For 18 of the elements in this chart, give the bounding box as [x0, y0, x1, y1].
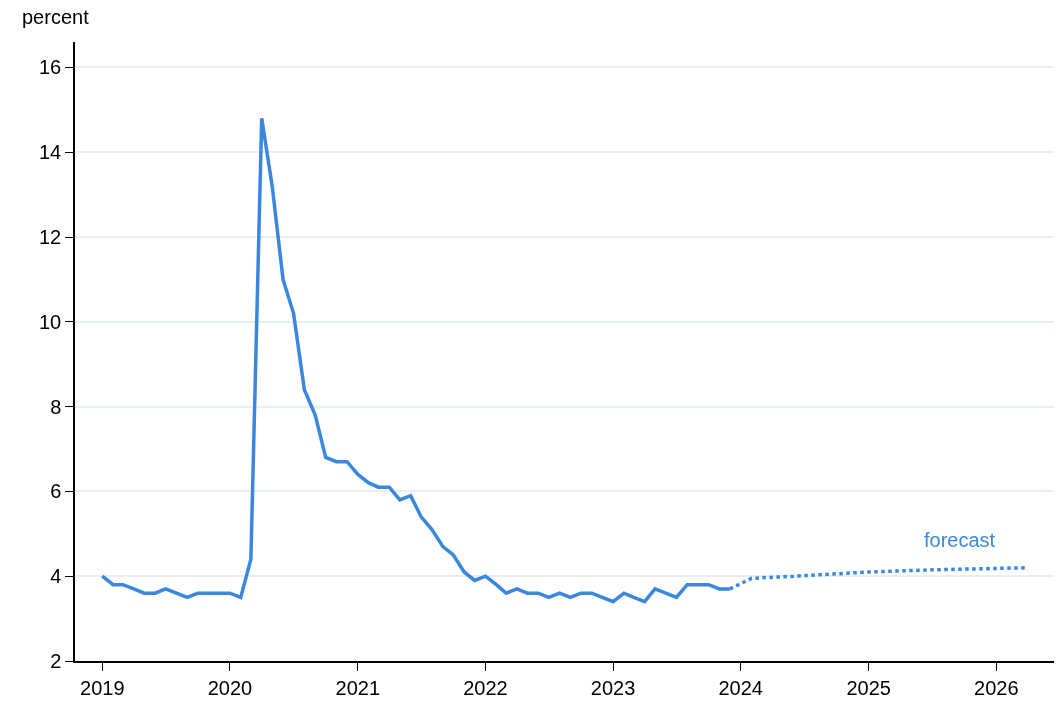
x-tick-label: 2019	[80, 676, 125, 699]
y-tick-label: 6	[50, 480, 62, 503]
y-tick-label: 14	[39, 141, 62, 164]
y-axis-title: percent	[22, 6, 90, 28]
y-tick-label: 2	[50, 650, 62, 672]
x-tick-label: 2026	[974, 676, 1019, 699]
y-tick-label: 12	[39, 226, 62, 249]
x-tick-label: 2021	[335, 676, 381, 699]
x-tick-label: 2025	[846, 676, 891, 699]
x-tick-label: 2022	[463, 676, 508, 699]
x-tick-label: 2024	[718, 676, 763, 699]
annotation: forecast	[924, 529, 996, 551]
y-tick-label: 16	[39, 56, 62, 79]
y-tick-label: 4	[50, 565, 62, 588]
x-tick-label: 2023	[590, 676, 636, 699]
y-tick-label: 10	[39, 310, 62, 333]
y-tick-label: 8	[50, 395, 62, 418]
x-tick-label: 2020	[207, 676, 253, 699]
